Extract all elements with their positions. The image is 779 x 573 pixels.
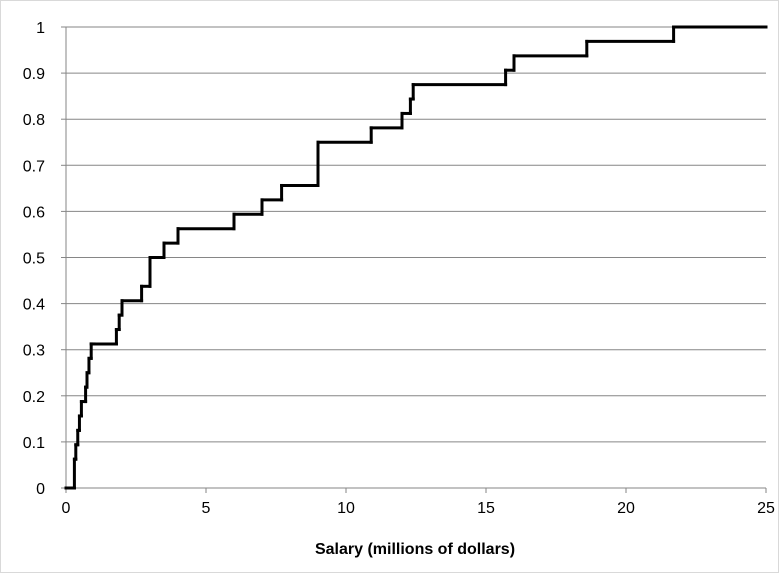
x-tick-label: 25 [757, 500, 775, 517]
x-axis-title: Salary (millions of dollars) [315, 541, 515, 558]
x-tick-label: 15 [477, 500, 495, 517]
y-tick-label: 0.3 [23, 343, 45, 360]
y-tick-label: 1 [36, 20, 45, 37]
y-tick-label: 0.8 [23, 112, 45, 129]
x-tick-label: 10 [337, 500, 355, 517]
y-tick-label: 0.7 [23, 158, 45, 175]
x-tick-label: 5 [202, 500, 211, 517]
series-layer [64, 25, 768, 490]
axes [61, 26, 767, 493]
x-tick-label: 0 [62, 500, 71, 517]
y-tick-label: 0.9 [23, 66, 45, 83]
y-tick-label: 0 [36, 481, 45, 498]
y-tick-label: 0.5 [23, 251, 45, 268]
y-tick-label: 0.4 [23, 297, 45, 314]
series-line [64, 25, 768, 490]
grid-lines [66, 26, 766, 443]
y-tick-label: 0.1 [23, 435, 45, 452]
x-tick-label: 20 [617, 500, 635, 517]
tick-labels: 00.10.20.30.40.50.60.70.80.910 5 10 15 20 25 [23, 20, 775, 517]
y-tick-label: 0.2 [23, 389, 45, 406]
y-tick-label: 0.6 [23, 204, 45, 221]
